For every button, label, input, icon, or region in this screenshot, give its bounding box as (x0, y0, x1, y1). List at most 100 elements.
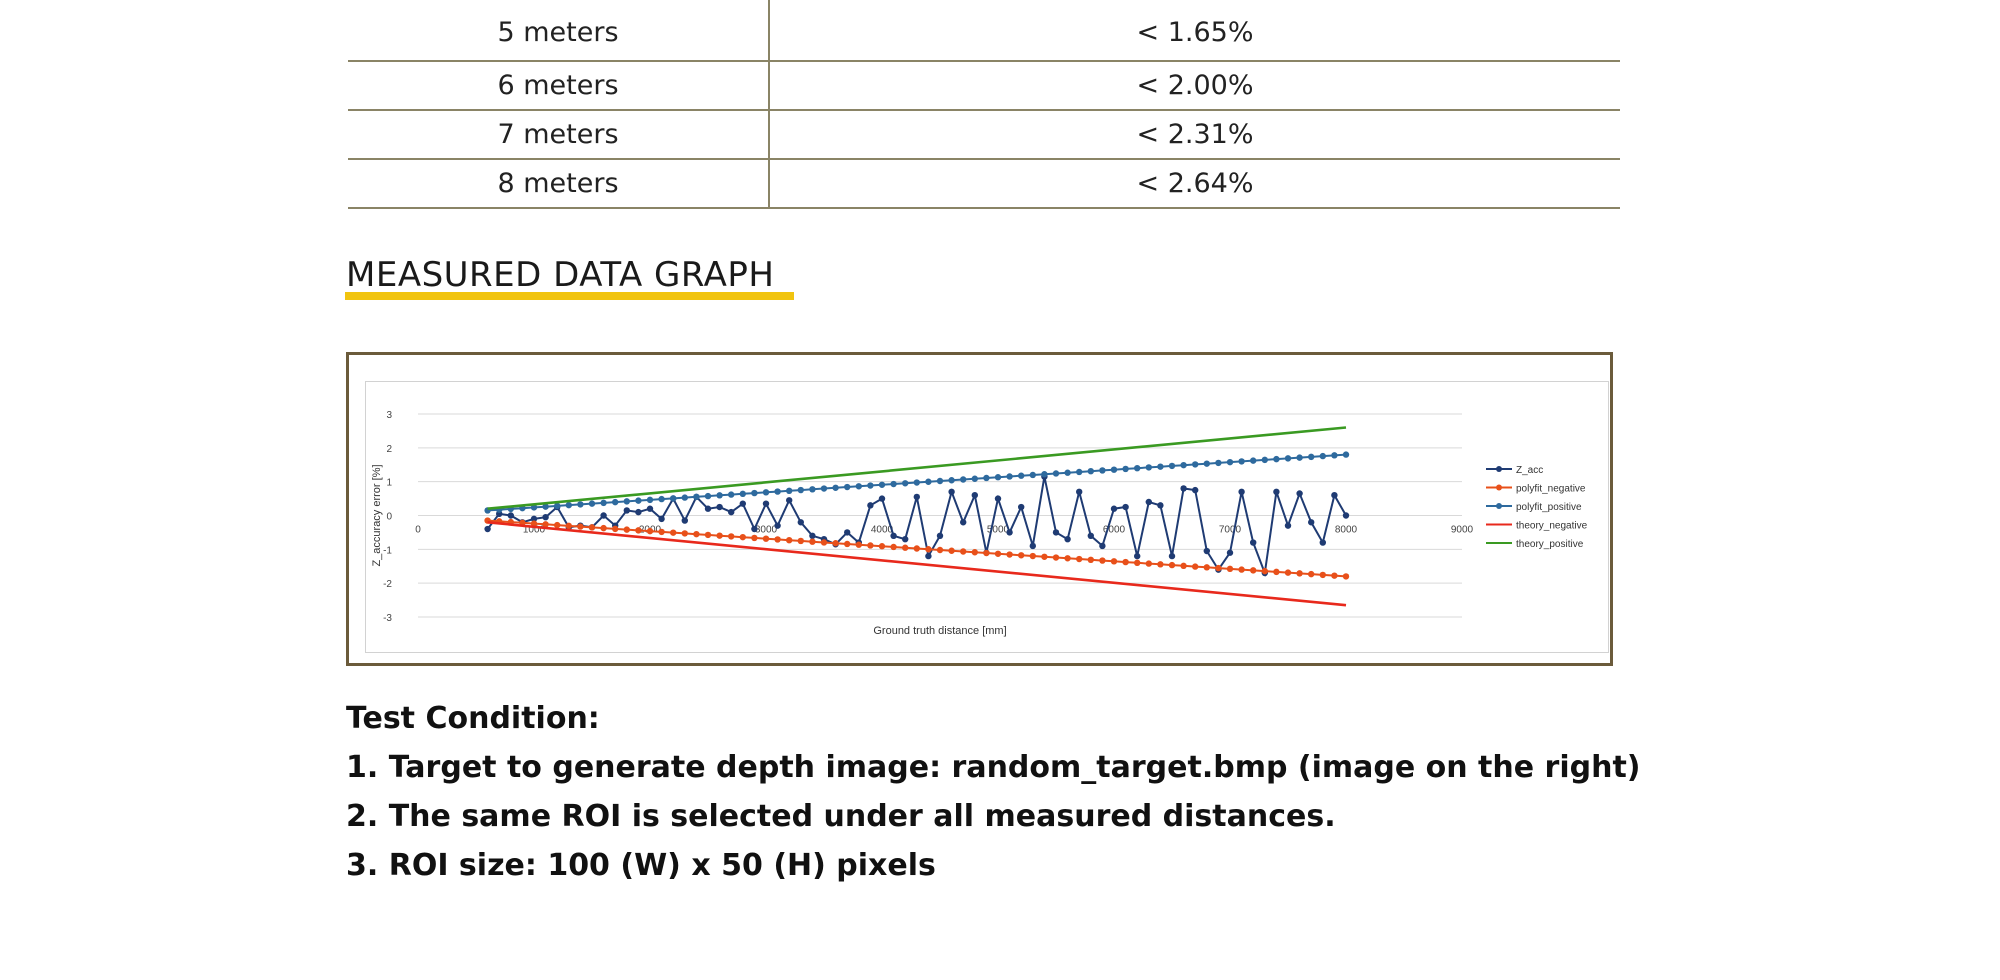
data-point (936, 532, 944, 539)
data-point (786, 487, 793, 495)
data-point (1145, 560, 1152, 567)
data-point (1296, 490, 1303, 497)
data-point (960, 519, 967, 526)
data-point (1064, 469, 1071, 476)
data-point (530, 520, 538, 527)
test-conditions: Test Condition: 1. Target to generate de… (346, 694, 1846, 890)
data-point (1273, 568, 1280, 576)
data-point (1157, 463, 1164, 470)
data-point (1157, 502, 1164, 509)
data-point (1250, 567, 1257, 574)
data-point (658, 515, 665, 523)
data-point (844, 540, 851, 548)
data-point (797, 486, 804, 494)
data-point (797, 519, 804, 526)
data-point (878, 543, 886, 550)
data-point (1122, 503, 1129, 511)
data-point (1006, 551, 1013, 558)
data-point (612, 498, 619, 506)
data-point (890, 480, 897, 488)
data-point (1145, 498, 1152, 506)
graph-frame: 3210-1-2-3010002000300040005000600070008… (346, 352, 1613, 666)
data-point (1087, 556, 1094, 564)
data-point (762, 489, 770, 496)
data-point (867, 502, 874, 509)
table-row: 7 meters < 2.31% (348, 110, 1620, 160)
data-point (960, 476, 967, 483)
test-condition-item: 1. Target to generate depth image: rando… (346, 750, 1641, 785)
data-point (600, 524, 607, 532)
distance-cell: 5 meters (348, 0, 770, 62)
data-point (600, 499, 607, 507)
data-point (1168, 462, 1176, 470)
data-point (855, 483, 862, 490)
data-point (890, 532, 897, 539)
data-point (786, 536, 793, 544)
data-point (1342, 451, 1350, 458)
data-point (820, 485, 828, 492)
data-point (809, 538, 816, 545)
data-point (960, 548, 967, 555)
chart-area: 3210-1-2-3010002000300040005000600070008… (365, 381, 1609, 653)
data-point (1180, 485, 1187, 492)
data-point (1029, 552, 1036, 560)
data-point (762, 535, 770, 542)
data-point (1319, 452, 1326, 460)
data-point (994, 495, 1002, 502)
data-point (1342, 573, 1350, 580)
table-row: 8 meters < 2.64% (348, 159, 1620, 209)
data-point (1319, 539, 1326, 546)
data-point (1076, 468, 1083, 476)
data-point (751, 534, 758, 542)
data-point (588, 500, 596, 507)
test-condition-item: 3. ROI size: 100 (W) x 50 (H) pixels (346, 848, 936, 883)
data-point (971, 492, 978, 499)
data-point (484, 525, 491, 533)
data-point (902, 544, 909, 551)
data-point (1226, 458, 1234, 466)
data-point (1018, 472, 1025, 479)
x-tick-label: 3000 (755, 525, 778, 536)
data-point (507, 512, 514, 519)
data-point (855, 541, 862, 548)
data-point (693, 530, 700, 538)
data-point (878, 481, 886, 488)
data-point (1308, 570, 1315, 578)
data-point (1122, 465, 1129, 473)
error-cell: < 1.65% (769, 0, 1620, 62)
data-point (878, 495, 886, 502)
data-point (704, 505, 712, 512)
data-point (1110, 466, 1118, 473)
data-point (809, 486, 816, 493)
data-point (1006, 529, 1013, 536)
x-tick-label: 0 (415, 525, 421, 536)
data-point (1099, 542, 1106, 550)
data-point (716, 532, 723, 539)
legend-label: polyfit_negative (1516, 484, 1586, 495)
error-cell: < 2.00% (769, 61, 1620, 111)
legend-label: Z_acc (1516, 465, 1543, 476)
y-tick-label: -3 (383, 613, 392, 624)
data-point (530, 515, 538, 523)
data-point (1192, 563, 1199, 570)
data-point (1110, 558, 1118, 565)
legend-label: theory_positive (1516, 539, 1584, 550)
data-point (971, 549, 978, 556)
data-point (1110, 505, 1118, 512)
data-point (1331, 492, 1338, 499)
data-point (994, 474, 1002, 481)
data-point (925, 478, 932, 485)
data-point (1284, 569, 1292, 576)
x-tick-label: 5000 (987, 525, 1010, 536)
data-point (542, 503, 549, 510)
table-row: 6 meters < 2.00% (348, 61, 1620, 111)
test-condition-item: 2. The same ROI is selected under all me… (346, 799, 1336, 834)
data-point (739, 500, 746, 507)
data-point (565, 522, 572, 530)
data-point (588, 524, 596, 531)
data-point (1331, 452, 1338, 459)
data-point (635, 508, 642, 516)
data-point (1308, 453, 1315, 461)
data-point (1052, 529, 1060, 536)
data-point (739, 490, 746, 498)
